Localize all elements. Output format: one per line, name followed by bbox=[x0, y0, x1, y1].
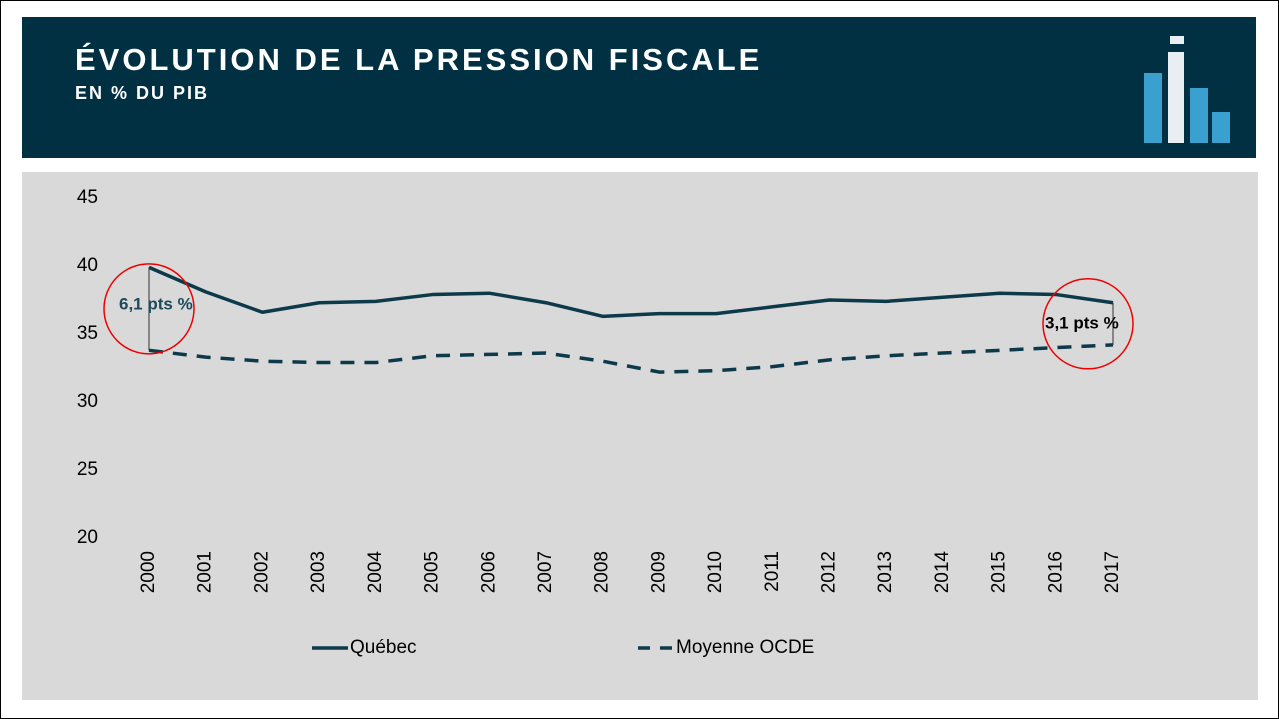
legend-label: Québec bbox=[350, 637, 417, 658]
subtitle: EN % DU PIB bbox=[75, 83, 209, 103]
y-tick-label: 25 bbox=[77, 459, 98, 480]
x-tick-label: 2001 bbox=[195, 551, 216, 593]
x-tick-label: 2014 bbox=[932, 551, 953, 594]
y-tick-label: 35 bbox=[77, 323, 98, 344]
annotation-circle bbox=[1042, 278, 1134, 370]
logo bbox=[1144, 36, 1230, 143]
x-tick-label: 2007 bbox=[535, 551, 556, 593]
annotation-circle bbox=[103, 263, 195, 355]
x-tick-label: 2015 bbox=[989, 551, 1010, 593]
annotation-text: 3,1 pts % bbox=[1045, 313, 1119, 332]
legend-label: Moyenne OCDE bbox=[676, 637, 814, 658]
y-tick-label: 30 bbox=[77, 391, 98, 412]
x-tick-label: 2000 bbox=[138, 551, 159, 593]
y-tick-label: 20 bbox=[77, 527, 98, 548]
annotation-text: 6,1 pts % bbox=[119, 294, 193, 313]
chart-area bbox=[22, 172, 1258, 700]
x-tick-label: 2005 bbox=[422, 551, 443, 593]
x-tick-label: 2012 bbox=[818, 551, 839, 593]
x-tick-label: 2009 bbox=[648, 551, 669, 593]
y-tick-label: 40 bbox=[77, 255, 98, 276]
x-tick-label: 2010 bbox=[705, 551, 726, 593]
series-line bbox=[148, 343, 1114, 374]
x-tick-label: 2003 bbox=[308, 551, 329, 593]
x-tick-label: 2008 bbox=[592, 551, 613, 593]
x-tick-label: 2017 bbox=[1102, 551, 1123, 593]
x-tick-label: 2004 bbox=[365, 551, 386, 594]
x-tick-label: 2013 bbox=[875, 551, 896, 593]
title: ÉVOLUTION DE LA PRESSION FISCALE bbox=[75, 42, 762, 77]
x-tick-label: 2011 bbox=[762, 551, 783, 592]
x-tick-label: 2002 bbox=[251, 551, 272, 593]
x-tick-label: 2006 bbox=[478, 551, 499, 593]
series-line bbox=[148, 265, 1114, 319]
x-tick-label: 2016 bbox=[1045, 551, 1066, 593]
header-band bbox=[22, 17, 1256, 158]
y-tick-label: 45 bbox=[77, 187, 98, 208]
